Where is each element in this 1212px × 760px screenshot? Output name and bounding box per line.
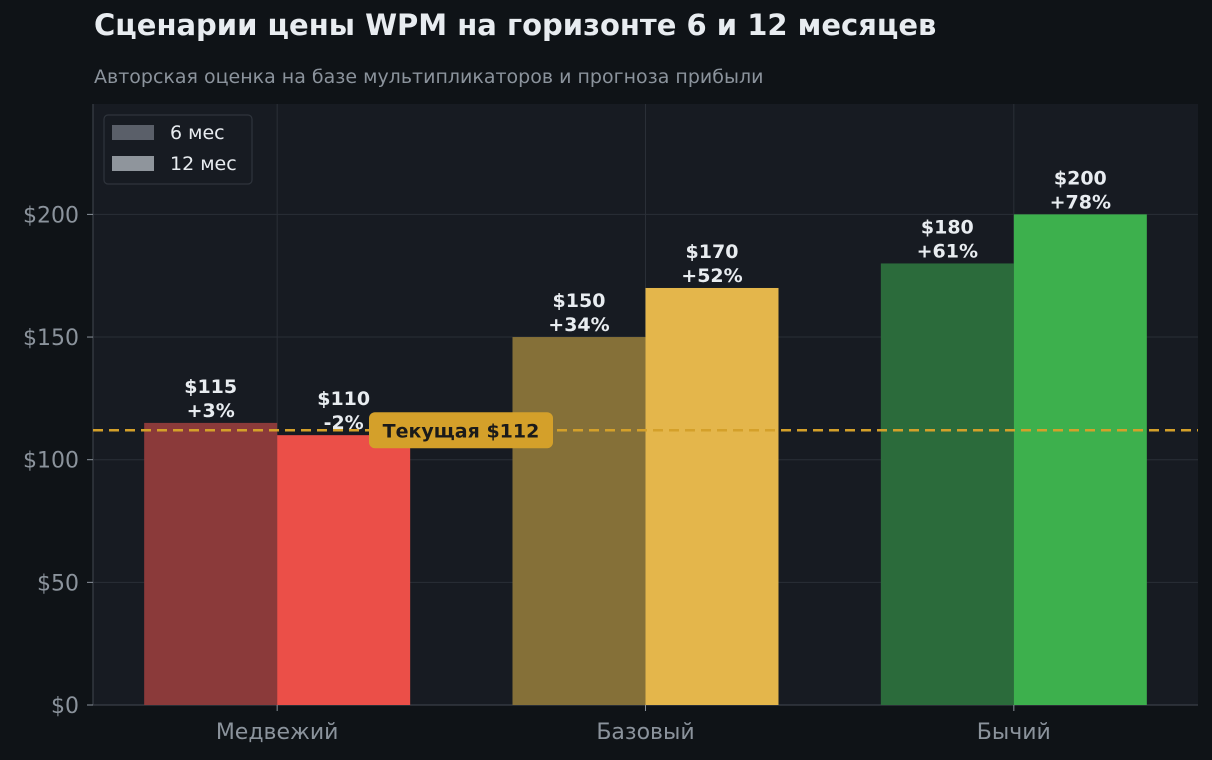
legend-swatch bbox=[112, 125, 154, 140]
y-tick-label: $0 bbox=[51, 694, 79, 719]
bar-change-label: +78% bbox=[1050, 191, 1111, 213]
bar bbox=[277, 435, 411, 705]
chart-subtitle: Авторская оценка на базе мультипликаторо… bbox=[94, 66, 764, 88]
y-tick-label: $50 bbox=[37, 571, 79, 596]
bar-value-label: $180 bbox=[921, 216, 974, 238]
x-tick-label: Базовый bbox=[596, 720, 694, 745]
bar-change-label: +3% bbox=[187, 400, 235, 422]
bar-change-label: +52% bbox=[681, 265, 742, 287]
bar bbox=[880, 263, 1014, 705]
bar-value-label: $115 bbox=[184, 376, 237, 398]
chart-title: Сценарии цены WPM на горизонте 6 и 12 ме… bbox=[94, 8, 937, 42]
bar-change-label: -2% bbox=[324, 412, 364, 434]
reference-label: Текущая $112 bbox=[383, 420, 540, 442]
legend: 6 мес 12 мес bbox=[103, 114, 253, 185]
bar bbox=[1013, 214, 1147, 705]
bar bbox=[512, 337, 646, 705]
bar-change-label: +34% bbox=[548, 314, 609, 336]
legend-label: 6 мес bbox=[170, 122, 225, 144]
bar-value-label: $200 bbox=[1054, 167, 1107, 189]
bar-value-label: $150 bbox=[553, 290, 606, 312]
bar-value-label: $110 bbox=[317, 388, 370, 410]
y-tick-label: $100 bbox=[23, 449, 79, 474]
bar bbox=[645, 287, 779, 705]
legend-swatch bbox=[112, 156, 154, 171]
bar-change-label: +61% bbox=[917, 240, 978, 262]
y-tick-label: $200 bbox=[23, 203, 79, 228]
legend-label: 12 мес bbox=[170, 153, 237, 175]
bar-value-label: $170 bbox=[686, 241, 739, 263]
y-tick-label: $150 bbox=[23, 326, 79, 351]
x-tick-label: Медвежий bbox=[216, 720, 339, 745]
reference-label-box bbox=[369, 412, 553, 449]
x-tick-label: Бычий bbox=[977, 720, 1051, 745]
bar bbox=[144, 422, 278, 705]
